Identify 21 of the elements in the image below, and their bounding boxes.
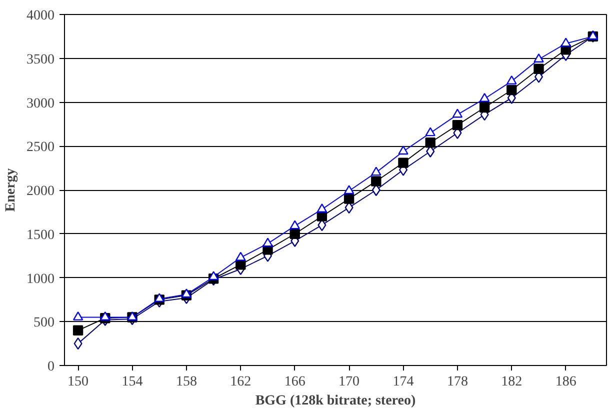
y-tick-label: 1000: [26, 272, 54, 287]
x-tick-label: 154: [122, 374, 143, 390]
x-tick-label: 158: [176, 374, 197, 390]
y-tick-label: 0: [48, 360, 54, 374]
x-tick-label: 166: [284, 374, 306, 390]
x-tick-label: 186: [555, 374, 576, 390]
y-tick-label: 3000: [26, 96, 54, 112]
x-axis-title: BGG (128k bitrate; stereo): [255, 394, 416, 408]
x-tick-label: 170: [338, 374, 360, 390]
y-tick-label: 4000: [26, 8, 54, 24]
x-tick-label: 162: [230, 374, 252, 390]
x-tick-label: 182: [501, 374, 522, 390]
y-tick-label: 3500: [26, 52, 54, 68]
y-tick-label: 1500: [26, 228, 54, 243]
x-tick-label: 174: [392, 374, 414, 390]
x-tick-label: 150: [68, 374, 89, 390]
y-tick-label: 2500: [26, 140, 54, 156]
x-tick-label: 178: [446, 374, 468, 390]
y-axis-title: Energy: [4, 168, 18, 212]
y-tick-label: 500: [34, 316, 54, 331]
y-tick-label: 2000: [26, 184, 54, 199]
